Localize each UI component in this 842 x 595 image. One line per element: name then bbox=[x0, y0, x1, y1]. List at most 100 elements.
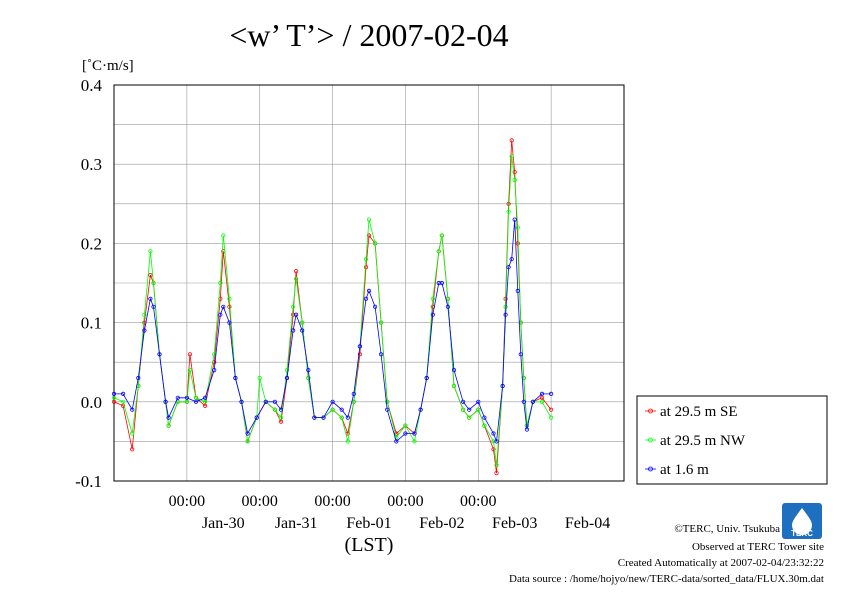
data-point bbox=[345, 415, 350, 420]
data-point bbox=[378, 352, 384, 357]
data-point bbox=[221, 304, 226, 309]
y-tick-label: 0.0 bbox=[81, 393, 102, 412]
data-point bbox=[227, 296, 232, 301]
legend: at 29.5 m SE at 29.5 m NW at 1.6 m bbox=[636, 395, 828, 485]
x-date-tick-label: Feb-03 bbox=[492, 515, 537, 532]
data-point bbox=[233, 375, 238, 381]
data-point bbox=[175, 395, 180, 400]
data-point bbox=[521, 399, 526, 404]
source-text: Data source : /home/hojyo/new/TERC-data/… bbox=[509, 573, 824, 585]
data-point bbox=[412, 439, 417, 444]
data-point bbox=[363, 296, 369, 301]
data-point bbox=[518, 352, 523, 357]
created-text: Created Automatically at 2007-02-04/23:3… bbox=[618, 557, 824, 569]
x-date-tick-label: Jan-30 bbox=[202, 515, 245, 532]
data-point bbox=[482, 423, 487, 428]
logo-text: TERC bbox=[791, 529, 813, 538]
data-point bbox=[524, 427, 530, 432]
data-point bbox=[512, 217, 517, 222]
water-drop-icon bbox=[792, 508, 812, 535]
data-point bbox=[476, 399, 481, 404]
series-line bbox=[113, 140, 552, 474]
data-point bbox=[151, 304, 156, 309]
data-point bbox=[148, 272, 153, 278]
y-tick-label: -0.1 bbox=[75, 472, 102, 491]
data-point bbox=[539, 391, 545, 396]
data-point bbox=[193, 395, 199, 400]
x-time-tick-label: 00:00 bbox=[314, 493, 350, 510]
x-time-tick-label: 00:00 bbox=[460, 493, 496, 510]
data-point bbox=[467, 415, 472, 420]
data-point bbox=[378, 320, 384, 325]
data-point bbox=[394, 431, 399, 436]
data-point bbox=[203, 403, 208, 408]
data-point bbox=[293, 312, 299, 317]
legend-label: at 1.6 m bbox=[660, 462, 709, 478]
data-point bbox=[293, 276, 299, 282]
series-line bbox=[114, 219, 552, 443]
data-point bbox=[300, 328, 305, 333]
data-point bbox=[436, 249, 441, 254]
data-point bbox=[121, 399, 126, 404]
data-point bbox=[218, 312, 223, 317]
legend-box bbox=[636, 395, 828, 485]
data-point bbox=[212, 367, 217, 373]
data-point bbox=[503, 312, 508, 317]
y-tick-label: 0.3 bbox=[81, 155, 102, 174]
data-point bbox=[394, 435, 399, 440]
legend-label: at 29.5 m SE bbox=[660, 404, 738, 420]
data-point bbox=[430, 312, 435, 317]
data-point bbox=[278, 419, 284, 424]
data-point bbox=[515, 288, 520, 293]
legend-swatch-marker bbox=[648, 466, 653, 472]
data-point bbox=[339, 415, 344, 420]
data-point bbox=[203, 395, 208, 400]
data-point bbox=[184, 395, 189, 400]
data-point bbox=[130, 431, 135, 436]
data-point bbox=[366, 233, 372, 238]
data-point bbox=[306, 367, 311, 373]
data-point bbox=[509, 154, 514, 159]
data-point bbox=[278, 407, 284, 412]
data-point bbox=[366, 288, 372, 293]
legend-swatch-marker bbox=[648, 408, 653, 414]
data-point bbox=[245, 439, 250, 444]
data-point bbox=[418, 407, 423, 412]
data-point bbox=[284, 367, 290, 373]
data-point bbox=[403, 431, 408, 436]
data-point bbox=[509, 138, 514, 143]
data-point bbox=[157, 352, 162, 357]
data-point bbox=[530, 399, 536, 404]
data-point bbox=[476, 407, 481, 412]
y-ticks: 0.4 0.3 0.2 0.1 0.0 -0.1 bbox=[75, 76, 102, 491]
data-point bbox=[372, 304, 378, 309]
data-point bbox=[460, 399, 466, 404]
y-tick-label: 0.4 bbox=[81, 76, 103, 95]
data-point bbox=[321, 415, 326, 420]
x-date-tick-label: Feb-02 bbox=[419, 515, 464, 532]
data-point bbox=[512, 177, 517, 183]
data-point bbox=[372, 241, 378, 246]
data-point bbox=[257, 375, 262, 381]
y-tick-label: 0.2 bbox=[81, 234, 102, 253]
data-point bbox=[290, 328, 296, 333]
x-date-tick-label: Feb-04 bbox=[565, 515, 610, 532]
data-point bbox=[439, 280, 444, 286]
data-point bbox=[494, 470, 499, 476]
data-point bbox=[330, 407, 335, 412]
data-point bbox=[136, 375, 141, 381]
series-layer bbox=[111, 138, 554, 476]
data-point bbox=[166, 423, 171, 428]
data-point bbox=[239, 399, 244, 404]
data-point bbox=[187, 352, 192, 357]
data-point bbox=[148, 249, 153, 254]
legend-label: at 29.5 m NW bbox=[660, 433, 746, 449]
x-axis-label: (LST) bbox=[345, 534, 394, 556]
data-point bbox=[394, 439, 399, 444]
y-tick-label: 0.1 bbox=[81, 314, 102, 333]
data-point bbox=[500, 383, 505, 389]
data-point bbox=[272, 407, 277, 412]
data-point bbox=[494, 439, 499, 444]
data-point bbox=[491, 431, 496, 436]
data-point bbox=[227, 304, 232, 309]
